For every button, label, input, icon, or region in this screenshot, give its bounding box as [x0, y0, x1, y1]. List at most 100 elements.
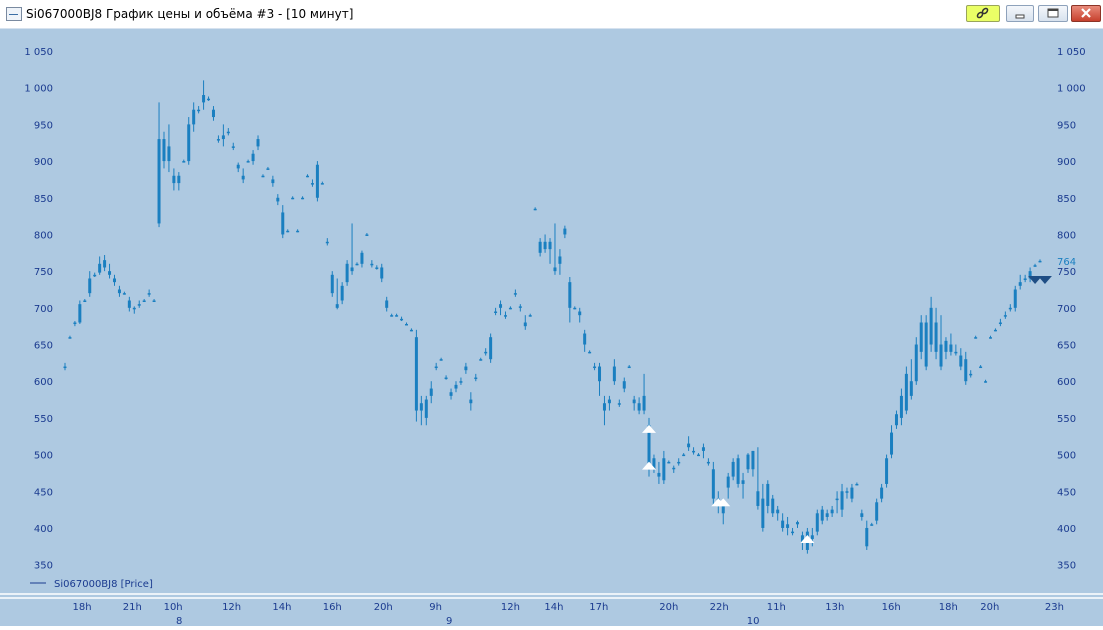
candle	[276, 194, 280, 206]
candle	[791, 527, 795, 536]
candle	[662, 450, 666, 484]
candle	[672, 465, 676, 473]
candle-body	[548, 241, 552, 250]
candle	[78, 300, 82, 324]
x-day-label: 10	[747, 616, 760, 626]
price-chart-svg[interactable]: 350 400 450 500 550 600 650 700 750 800 850 900 950 1…	[0, 29, 1103, 627]
candle-body	[152, 300, 156, 302]
candle	[271, 175, 275, 187]
y-tick-left: 750	[34, 267, 53, 278]
candle	[117, 285, 121, 297]
y-tick-right: 600	[1057, 377, 1076, 388]
candle	[583, 329, 587, 352]
candle-body	[276, 197, 280, 202]
candle-body	[711, 469, 715, 499]
candle	[464, 362, 468, 374]
close-button[interactable]	[1071, 5, 1101, 22]
price-chart[interactable]: 350 400 450 500 550 600 650 700 750 800 850 900 950 1…	[0, 29, 1103, 627]
maximize-button[interactable]	[1038, 5, 1068, 22]
candle-body	[573, 307, 577, 310]
candle-body	[979, 366, 983, 369]
candle-body	[706, 461, 710, 464]
candle	[998, 318, 1002, 327]
candle-body	[761, 498, 765, 528]
candle-body	[583, 333, 587, 345]
candle	[939, 315, 943, 371]
candle	[202, 80, 206, 110]
candle	[177, 172, 181, 191]
candle	[637, 397, 641, 415]
candle-body	[880, 487, 884, 499]
candle-body	[662, 458, 666, 481]
x-tick-label: 10h	[164, 602, 183, 613]
title-bar[interactable]: Si067000BJ8 График цены и объёма #3 - [1…	[0, 0, 1103, 29]
candle-body	[454, 384, 458, 389]
candle-body	[444, 377, 448, 380]
candle	[786, 516, 790, 536]
candle-body	[969, 373, 973, 376]
candle-body	[909, 381, 913, 396]
candle	[261, 174, 265, 178]
link-button[interactable]	[966, 5, 1000, 22]
candle	[622, 377, 626, 393]
candle	[192, 102, 196, 132]
candle-body	[157, 139, 161, 224]
candle-body	[914, 344, 918, 382]
last-price-label: 764	[1057, 257, 1076, 268]
candle	[380, 263, 384, 283]
y-tick-right: 400	[1057, 524, 1076, 535]
candle-body	[202, 95, 206, 103]
candle	[439, 357, 443, 361]
candle-body	[998, 322, 1002, 325]
y-tick-right: 350	[1057, 561, 1076, 572]
candle-body	[503, 315, 507, 317]
candle-body	[776, 509, 780, 514]
candle-body	[310, 183, 314, 185]
candle	[241, 168, 245, 184]
minimize-button[interactable]	[1006, 5, 1034, 22]
candle-body	[667, 461, 671, 464]
candle	[959, 348, 963, 371]
candle-body	[513, 293, 517, 295]
candle-body	[949, 344, 953, 352]
y-tick-left: 500	[34, 451, 53, 462]
y-tick-left: 550	[34, 414, 53, 425]
candle-body	[736, 458, 740, 484]
y-tick-left: 600	[34, 377, 53, 388]
x-axis: 18h 21h 10h 12h 14h 16h 20h 9h 12h 14h 17h 20h 22h 11…	[72, 602, 1064, 627]
x-tick-label: 18h	[72, 602, 91, 613]
x-tick-label: 23h	[1045, 602, 1064, 613]
candle-body	[687, 443, 691, 448]
candle-body	[642, 395, 646, 411]
candle-body	[325, 241, 329, 244]
candle	[409, 328, 413, 332]
candle-body	[692, 450, 696, 453]
candle-body	[781, 520, 785, 528]
candle	[142, 299, 146, 302]
candle-body	[414, 337, 418, 411]
candle	[434, 362, 438, 371]
candle-body	[632, 399, 636, 404]
y-tick-left: 1 000	[24, 84, 53, 95]
candle	[474, 373, 478, 382]
minimize-icon	[1015, 14, 1025, 19]
candle-body	[424, 399, 428, 418]
candle-body	[538, 241, 542, 253]
y-tick-right: 1 050	[1057, 47, 1086, 58]
candle-body	[682, 454, 686, 457]
candle	[652, 454, 656, 473]
candle	[528, 313, 532, 317]
candle-body	[1003, 315, 1007, 317]
candle-body	[355, 263, 359, 266]
candle	[226, 128, 230, 136]
candle	[865, 520, 869, 550]
candle-body	[697, 454, 701, 457]
candle	[810, 527, 814, 547]
candle	[167, 124, 171, 173]
candle	[855, 482, 859, 486]
candle	[330, 271, 334, 297]
candle-body	[652, 458, 656, 470]
candle	[489, 333, 493, 363]
candle-body	[63, 366, 67, 369]
candle	[207, 96, 211, 101]
